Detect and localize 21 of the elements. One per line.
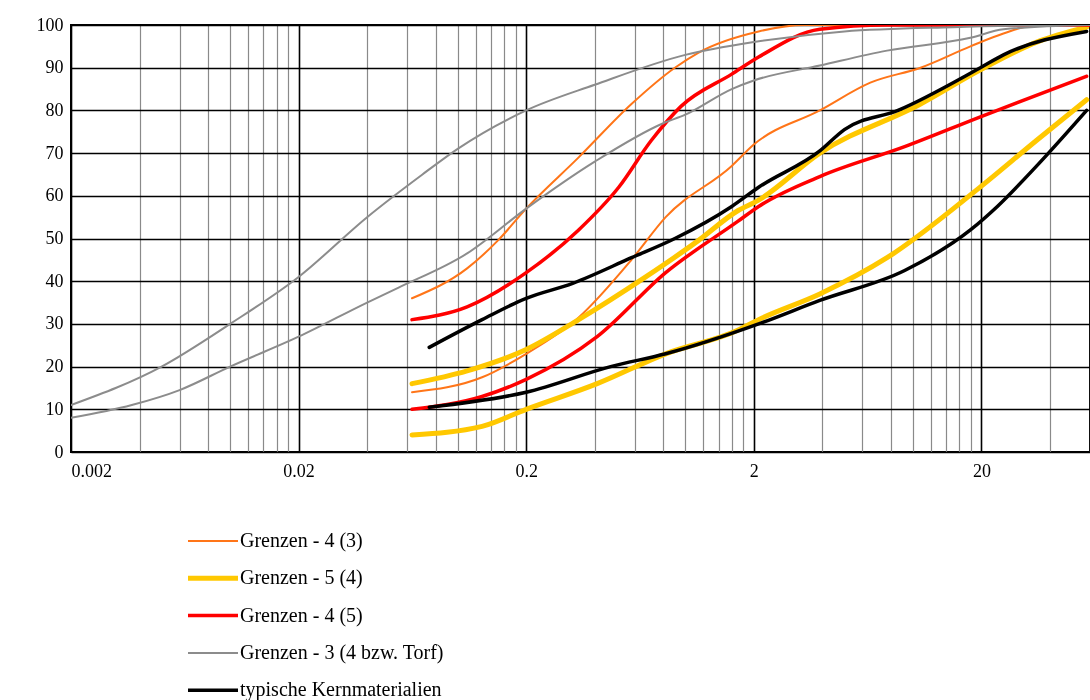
y-tick-label: 80 [45, 99, 64, 120]
y-tick-label: 70 [45, 142, 64, 163]
y-tick-label: 10 [45, 398, 64, 419]
x-tick-label: 20 [972, 460, 991, 481]
legend-label: Grenzen - 3 (4 bzw. Torf) [240, 640, 444, 664]
y-tick-label: 40 [45, 270, 64, 291]
legend-label: Grenzen - 5 (4) [240, 566, 363, 590]
y-tick-label: 30 [45, 313, 64, 334]
x-tick-label: 0.002 [71, 460, 112, 481]
y-tick-label: 50 [45, 228, 64, 248]
legend-label: typische Kernmaterialien [240, 678, 442, 700]
x-tick-label: 2 [749, 460, 759, 481]
y-tick-label: 100 [36, 14, 64, 35]
x-tick-label: 0.02 [283, 460, 315, 481]
y-tick-label: 60 [45, 185, 64, 206]
y-tick-label: 0 [54, 441, 64, 462]
y-tick-label: 20 [45, 356, 64, 377]
legend-label: Grenzen - 4 (3) [240, 529, 363, 552]
legend-label: Grenzen - 4 (5) [240, 603, 363, 627]
x-tick-label: 0.2 [515, 460, 538, 481]
y-tick-label: 90 [45, 57, 64, 78]
